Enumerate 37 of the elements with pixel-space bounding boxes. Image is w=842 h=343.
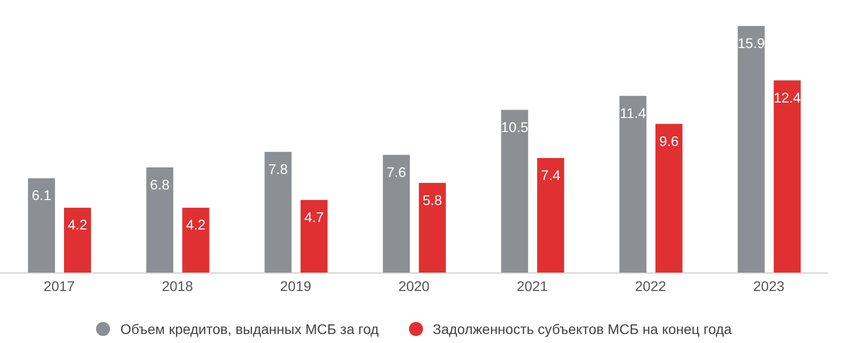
x-tick-label: 2018 — [162, 278, 194, 294]
bar — [146, 167, 174, 273]
bar — [774, 80, 801, 273]
bar — [182, 208, 210, 273]
x-tick-label: 2022 — [634, 278, 666, 294]
data-label: 6.8 — [150, 176, 170, 192]
bar — [655, 124, 682, 273]
data-label: 4.2 — [68, 216, 88, 233]
x-tick-label: 2020 — [398, 278, 430, 294]
bar — [64, 208, 91, 273]
data-label: 4.7 — [304, 208, 324, 225]
data-label: 9.6 — [659, 132, 679, 149]
data-label: 7.8 — [268, 160, 288, 177]
bar — [382, 154, 410, 273]
x-tick-label: 2021 — [516, 278, 548, 294]
x-tick-label: 2023 — [753, 278, 785, 294]
data-label: 7.4 — [540, 166, 561, 183]
x-tick-label: 2019 — [280, 278, 312, 294]
legend-label: Объем кредитов, выданных МСБ за год — [120, 321, 379, 337]
bar — [501, 110, 528, 273]
legend-label: Задолженность субъектов МСБ на конец года — [432, 321, 732, 337]
x-tick-label: 2017 — [44, 278, 75, 294]
data-label: 4.2 — [186, 216, 206, 233]
bar — [619, 96, 646, 273]
bar — [28, 178, 55, 273]
data-label: 7.6 — [386, 164, 406, 180]
bar — [537, 158, 564, 273]
data-label: 5.8 — [422, 192, 442, 208]
bar — [264, 152, 292, 273]
data-label: 15.9 — [738, 34, 766, 51]
data-label: 12.4 — [774, 89, 802, 106]
data-label: 11.4 — [620, 104, 646, 121]
bar — [738, 26, 765, 273]
data-label: 6.1 — [32, 187, 52, 204]
bar — [418, 182, 446, 273]
bar — [300, 200, 328, 273]
data-label: 10.5 — [501, 118, 528, 135]
